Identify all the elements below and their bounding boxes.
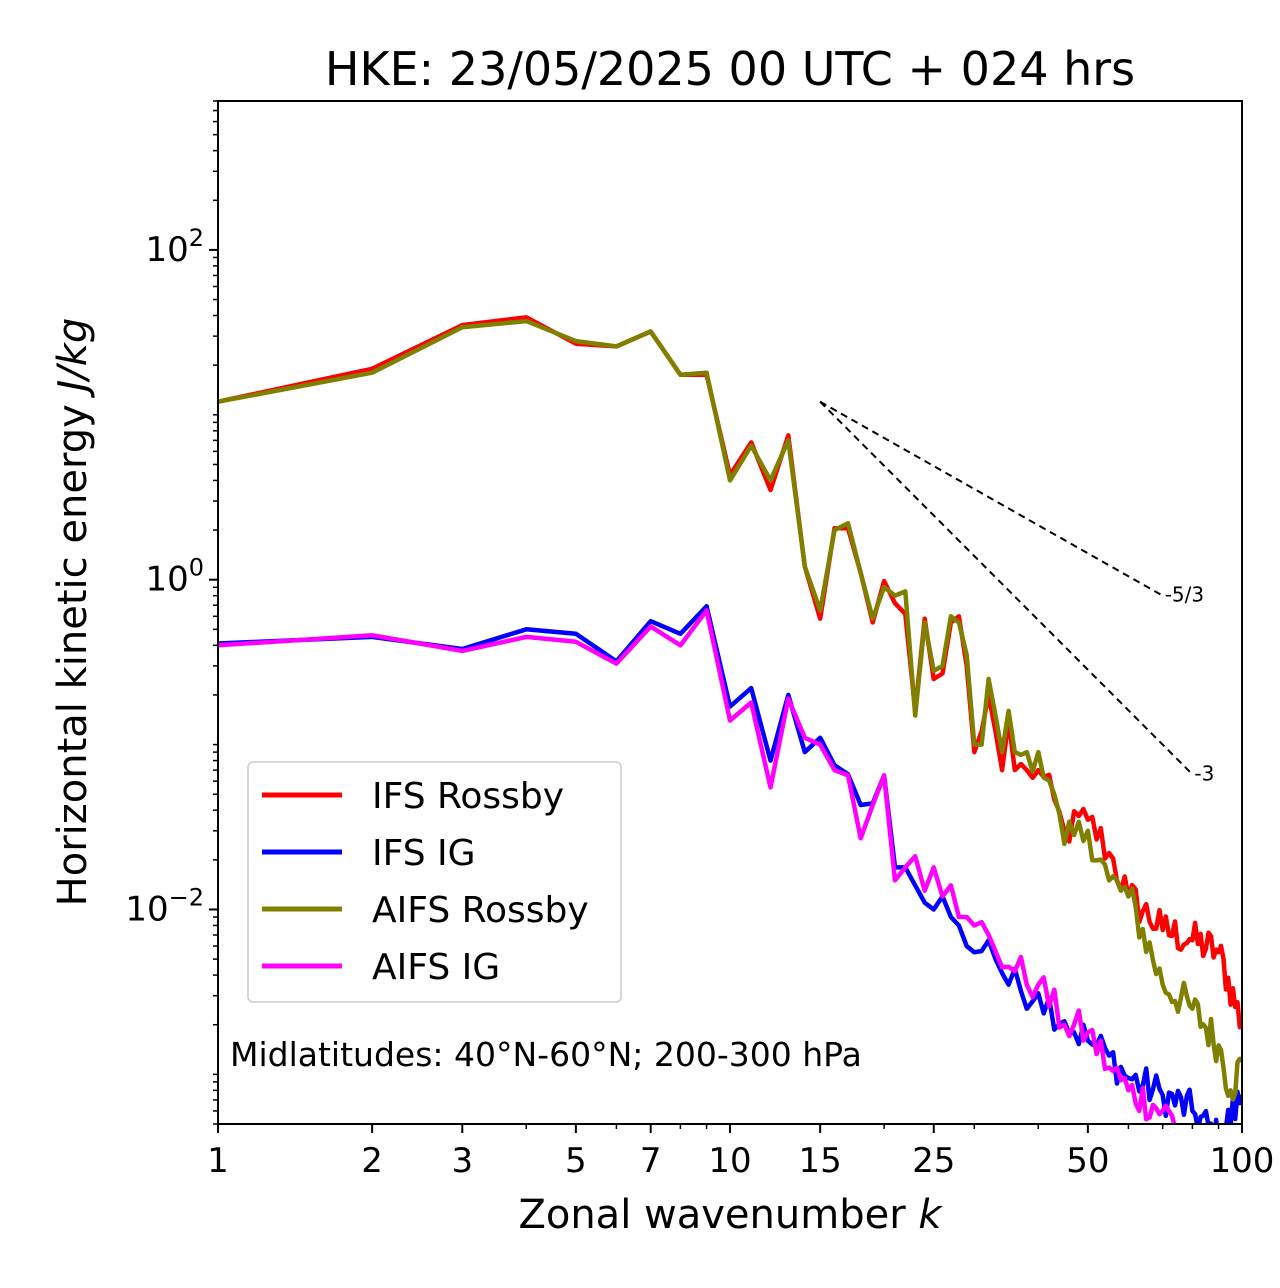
x-tick-label: 15 bbox=[799, 1141, 842, 1181]
x-tick-label: 3 bbox=[451, 1141, 473, 1181]
x-axis-label-symbol: k bbox=[918, 1192, 943, 1238]
y-tick-label: 10−2 bbox=[125, 883, 204, 929]
y-axis-label: Horizontal kinetic energy J/kg bbox=[50, 318, 96, 907]
x-tick-label: 10 bbox=[708, 1141, 751, 1181]
x-tick-label: 5 bbox=[565, 1141, 587, 1181]
y-tick-label: 102 bbox=[145, 224, 204, 270]
x-tick-label: 50 bbox=[1066, 1141, 1109, 1181]
legend-label-aifs-rossby: AIFS Rossby bbox=[372, 890, 589, 931]
legend: IFS Rossby IFS IG AIFS Rossby AIFS IG bbox=[247, 761, 622, 1003]
y-axis-label-unit: J/kg bbox=[50, 318, 96, 399]
axes-frame-group: 1 2 3 5 7 10 15 25 50 100 102 100 10−2 bbox=[125, 100, 1275, 1181]
x-tick-label: 100 bbox=[1210, 1141, 1275, 1181]
legend-label-ifs-ig: IFS IG bbox=[372, 833, 476, 874]
x-axis-label: Zonal wavenumber k bbox=[518, 1192, 943, 1238]
reference-slope-label-minus-5-3: -5/3 bbox=[1165, 583, 1204, 607]
series-line-ifs-ig bbox=[218, 604, 1242, 1124]
region-annotation: Midlatitudes: 40°N-60°N; 200-300 hPa bbox=[230, 1035, 862, 1074]
data-series-group bbox=[218, 315, 1242, 1124]
series-line-aifs-rossby bbox=[218, 318, 1242, 1102]
x-axis-label-text: Zonal wavenumber bbox=[518, 1192, 918, 1238]
reference-slope-label-minus-3: -3 bbox=[1194, 761, 1214, 785]
reference-slope-line-minus-3 bbox=[819, 401, 1194, 776]
x-tick-label: 1 bbox=[207, 1141, 229, 1181]
legend-label-aifs-ig: AIFS IG bbox=[372, 947, 500, 988]
x-tick-label: 7 bbox=[640, 1141, 662, 1181]
reference-slope-line-minus-5-3 bbox=[819, 400, 1164, 597]
series-line-aifs-ig bbox=[218, 608, 1178, 1124]
legend-frame bbox=[247, 761, 622, 1003]
x-tick-label: 25 bbox=[912, 1141, 955, 1181]
legend-label-ifs-rossby: IFS Rossby bbox=[372, 776, 564, 817]
chart-title: HKE: 23/05/2025 00 UTC + 024 hrs bbox=[325, 42, 1135, 96]
x-tick-label: 2 bbox=[361, 1141, 383, 1181]
y-tick-label: 100 bbox=[145, 554, 204, 600]
plot-area: -5/3 -3 bbox=[218, 315, 1242, 1124]
y-axis-label-text: Horizontal kinetic energy bbox=[50, 392, 96, 907]
